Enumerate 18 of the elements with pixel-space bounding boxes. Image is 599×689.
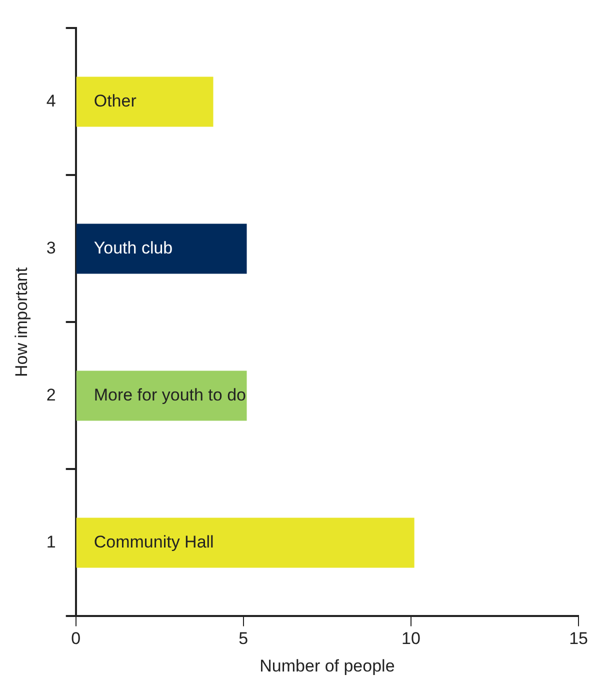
annotation: Other <box>94 91 137 110</box>
bar <box>76 76 214 127</box>
y-axis-title: How important <box>12 267 31 378</box>
x-tick-label: 0 <box>71 629 81 648</box>
y-tick-label: 2 <box>46 385 56 404</box>
y-tick-label: 3 <box>46 238 56 258</box>
bar <box>76 518 414 568</box>
bar <box>76 224 247 274</box>
x-tick-label: 15 <box>569 629 588 648</box>
y-tick-label: 1 <box>46 532 56 552</box>
annotation: More for youth to do <box>94 385 246 404</box>
bar <box>76 370 247 421</box>
x-tick-label: 5 <box>238 629 248 648</box>
annotation: Youth club <box>94 238 173 258</box>
annotation: Community Hall <box>94 532 214 552</box>
x-tick-label: 10 <box>402 629 420 648</box>
x-axis-title: Number of people <box>260 656 395 676</box>
y-tick-label: 4 <box>46 91 56 110</box>
